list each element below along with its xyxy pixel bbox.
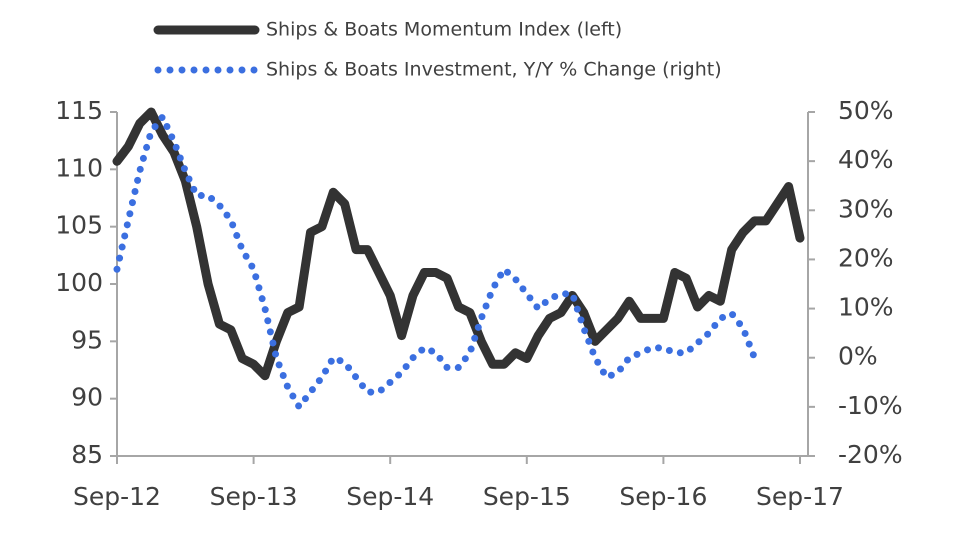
x-tick-label: Sep-14 xyxy=(346,482,434,511)
y2-tick-label: 20% xyxy=(838,243,894,272)
y-tick-label: 105 xyxy=(55,211,103,240)
x-tick-label: Sep-17 xyxy=(756,482,844,511)
y2-tick-label: -20% xyxy=(838,440,903,469)
x-tick-label: Sep-15 xyxy=(483,482,571,511)
x-tick-label: Sep-12 xyxy=(73,482,161,511)
y2-tick-label: 10% xyxy=(838,293,894,322)
y-tick-label: 100 xyxy=(55,268,103,297)
y-tick-label: 85 xyxy=(71,440,103,469)
y-tick-label: 110 xyxy=(55,153,103,182)
y2-tick-label: 40% xyxy=(838,145,894,174)
line xyxy=(112,107,805,381)
y2-tick-label: -10% xyxy=(838,391,903,420)
y2-tick-label: 30% xyxy=(838,194,894,223)
x-tick-label: Sep-16 xyxy=(619,482,707,511)
legend-label: Ships & Boats Investment, Y/Y % Change (… xyxy=(266,59,722,81)
legend-label: Ships & Boats Momentum Index (left) xyxy=(266,19,622,41)
x-tick-label: Sep-13 xyxy=(210,482,298,511)
y-tick-label: 90 xyxy=(71,383,103,412)
dotted-line xyxy=(113,113,758,411)
y-tick-label: 95 xyxy=(71,325,103,354)
y-tick-label: 115 xyxy=(55,96,103,125)
y2-tick-label: 50% xyxy=(838,96,894,125)
y2-tick-label: 0% xyxy=(838,342,878,371)
